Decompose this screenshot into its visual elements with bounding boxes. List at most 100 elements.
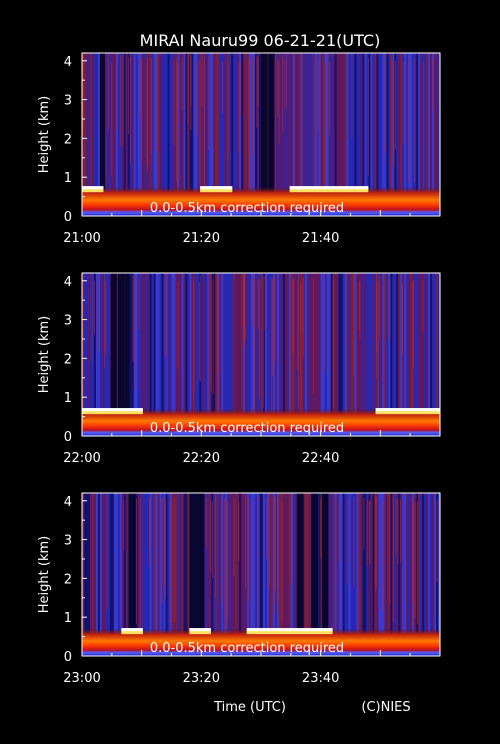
signal-column — [436, 53, 439, 216]
signal-column — [115, 273, 119, 436]
signal-streak — [187, 54, 189, 124]
signal-column — [163, 493, 166, 656]
signal-column — [181, 493, 184, 656]
signal-column — [171, 493, 174, 656]
signal-column — [211, 273, 214, 436]
signal-column — [372, 273, 375, 436]
signal-streak — [175, 57, 177, 182]
signal-streak — [257, 278, 259, 330]
signal-column — [298, 53, 302, 216]
signal-column — [201, 53, 204, 216]
signal-column — [330, 273, 333, 436]
signal-column — [221, 53, 224, 216]
signal-column — [288, 273, 292, 436]
signal-column — [360, 493, 363, 656]
signal-column — [400, 493, 403, 656]
signal-column — [372, 53, 375, 216]
signal-streak — [116, 53, 118, 130]
y-tick-label: 2 — [64, 132, 72, 147]
cloud-top-glow — [289, 189, 369, 193]
signal-column — [147, 273, 150, 436]
x-tick-label: 21:00 — [63, 231, 100, 246]
signal-column — [274, 493, 278, 656]
signal-column — [91, 53, 95, 216]
signal-column — [272, 53, 276, 216]
signal-column — [410, 493, 413, 656]
signal-column — [195, 273, 198, 436]
signal-column — [179, 273, 182, 436]
signal-column — [342, 53, 345, 216]
y-axis-label: Height (km) — [37, 316, 52, 393]
signal-column — [378, 273, 381, 436]
signal-streak — [164, 273, 166, 357]
signal-column — [185, 273, 188, 436]
signal-column — [280, 273, 284, 436]
signal-streak — [297, 279, 299, 370]
x-tick-label: 22:20 — [183, 451, 220, 466]
signal-column — [372, 493, 375, 656]
x-tick-label: 23:00 — [63, 671, 100, 686]
signal-column — [109, 493, 113, 656]
cloud-top-highlight — [189, 628, 211, 633]
signal-column — [215, 273, 218, 436]
signal-column — [153, 493, 156, 656]
signal-column — [227, 273, 230, 436]
signal-column — [121, 493, 125, 656]
signal-column — [169, 273, 172, 436]
signal-streak — [243, 275, 245, 346]
signal-column — [229, 53, 232, 216]
signal-column — [187, 273, 190, 436]
signal-column — [257, 493, 260, 656]
signal-column — [326, 53, 329, 216]
signal-column — [241, 493, 244, 656]
signal-column — [438, 273, 440, 436]
signal-column — [300, 53, 304, 216]
signal-column — [93, 273, 97, 436]
y-tick-label: 1 — [64, 611, 72, 626]
signal-column — [300, 273, 304, 436]
signal-column — [261, 273, 264, 436]
y-tick-label: 3 — [64, 534, 72, 549]
signal-column — [137, 273, 140, 436]
signal-column — [107, 493, 111, 656]
signal-streak — [141, 59, 143, 161]
signal-column — [259, 53, 262, 216]
signal-column — [366, 273, 369, 436]
y-tick-label: 0 — [64, 430, 72, 445]
signal-streak — [414, 502, 416, 618]
signal-streak — [106, 495, 108, 609]
attenuated-column — [117, 273, 125, 417]
signal-column — [141, 273, 144, 436]
signal-column — [151, 493, 154, 656]
signal-column — [410, 273, 413, 436]
signal-column — [105, 53, 109, 216]
signal-column — [310, 273, 314, 436]
signal-streak — [277, 494, 279, 605]
signal-streak — [317, 54, 319, 199]
signal-column — [378, 53, 381, 216]
signal-column — [348, 493, 351, 656]
signal-streak — [170, 500, 172, 623]
signal-column — [231, 273, 234, 436]
signal-column — [245, 493, 248, 656]
signal-column — [308, 53, 312, 216]
signal-column — [151, 273, 154, 436]
signal-column — [87, 493, 91, 656]
signal-column — [338, 53, 341, 216]
y-tick-label: 3 — [64, 314, 72, 329]
signal-column — [362, 273, 365, 436]
signal-streak — [210, 500, 212, 573]
signal-streak — [217, 276, 219, 411]
signal-column — [376, 493, 379, 656]
signal-streak — [282, 55, 284, 133]
cloud-top-glow — [375, 411, 440, 415]
signal-column — [340, 53, 343, 216]
signal-column — [261, 493, 264, 656]
signal-column — [93, 53, 97, 216]
signal-column — [344, 493, 347, 656]
signal-streak — [212, 501, 214, 579]
signal-column — [284, 273, 288, 436]
signal-column — [255, 53, 258, 216]
signal-column — [95, 53, 99, 216]
